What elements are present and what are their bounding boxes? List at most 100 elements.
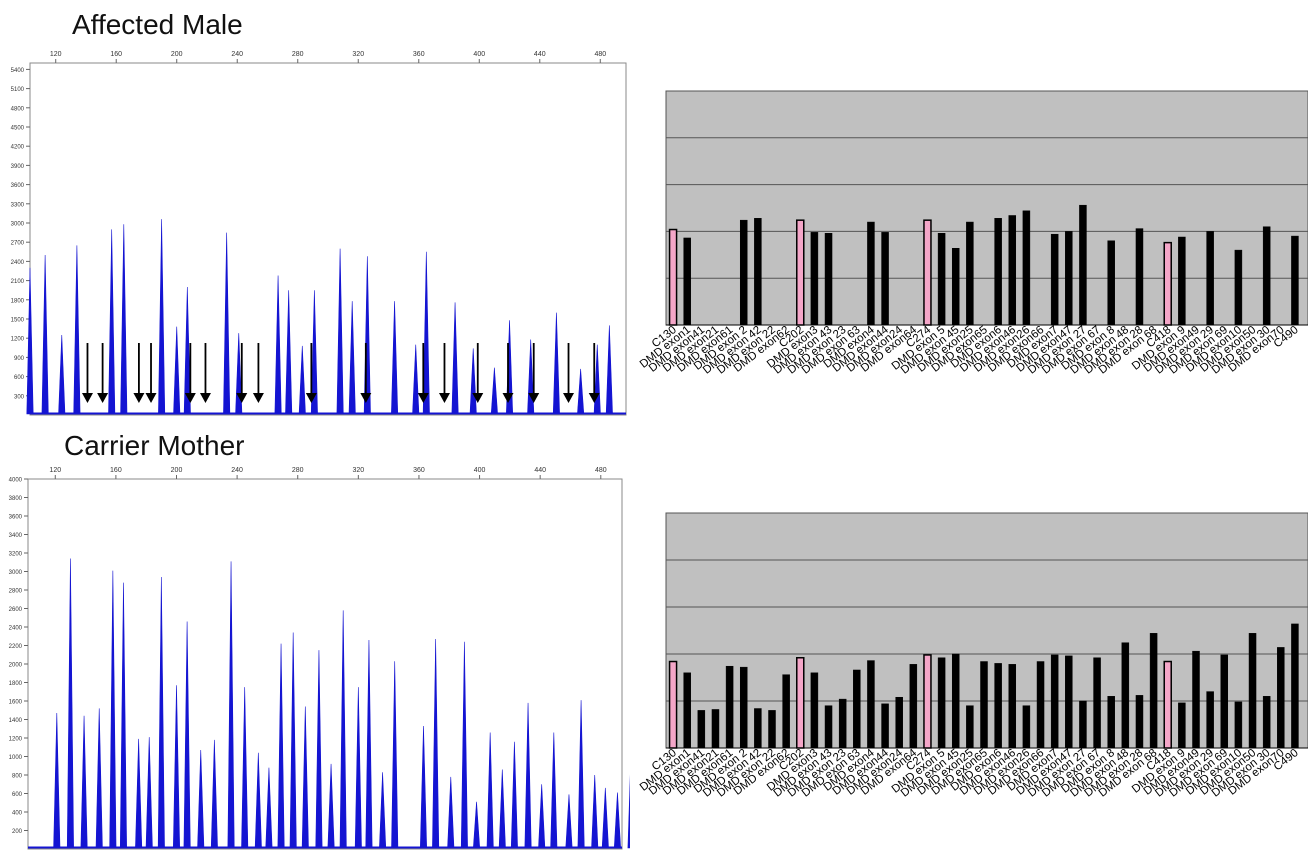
trace-peak: [552, 312, 560, 415]
trace-peak: [412, 344, 420, 415]
y-tick-label: 3300: [11, 202, 25, 208]
bar: [1022, 210, 1031, 326]
trace-peak: [365, 639, 373, 849]
x-tick-label: 480: [595, 467, 607, 474]
x-tick-label: 200: [171, 51, 183, 58]
control-bar: [796, 219, 805, 326]
trace-peak: [53, 713, 61, 849]
deletion-arrow-head: [502, 393, 514, 403]
bar: [1050, 233, 1059, 326]
bar: [1008, 215, 1017, 326]
y-tick-label: 3900: [11, 164, 25, 170]
x-tick-label: 320: [352, 51, 364, 58]
y-tick-label: 600: [14, 375, 25, 381]
x-tick-label: 160: [110, 467, 122, 474]
bar: [867, 221, 875, 326]
trace-peak: [627, 774, 630, 849]
y-tick-label: 800: [12, 774, 23, 780]
bar: [1065, 655, 1073, 749]
trace-peak: [538, 784, 546, 849]
trace-peak: [145, 737, 153, 849]
bar: [1135, 695, 1144, 749]
bar: [838, 698, 847, 749]
bar: [725, 665, 734, 749]
trace-peak: [613, 792, 621, 849]
bar: [966, 221, 974, 326]
bar: [980, 661, 988, 749]
bar: [881, 232, 889, 326]
y-tick-label: 400: [12, 811, 23, 817]
bar: [1107, 696, 1115, 749]
trace-peak: [58, 334, 66, 415]
trace-peak: [447, 776, 455, 849]
bar: [1178, 236, 1186, 326]
bar: [909, 664, 918, 749]
deletion-arrow-head: [252, 393, 264, 403]
carrier-mother-electropherogram: 120 160 200 240 280 320 360 400 440 480 200 400 600 8…: [9, 467, 630, 850]
y-tick-label: 3400: [9, 533, 23, 539]
plot-frame: [29, 62, 627, 416]
trace-peak: [285, 290, 293, 415]
trace-peak: [41, 254, 49, 415]
bar: [824, 233, 833, 326]
y-tick-label: 3600: [11, 183, 25, 189]
trace-peak: [577, 700, 585, 849]
y-tick-label: 1200: [9, 737, 23, 743]
deletion-arrow-head: [81, 393, 93, 403]
bar: [1234, 701, 1243, 749]
y-tick-label: 2400: [9, 626, 23, 632]
x-tick-label: 400: [473, 51, 485, 58]
trace-peak: [550, 732, 558, 849]
deletion-arrow-head: [236, 393, 248, 403]
trace-peak: [109, 570, 117, 849]
x-tick-label: 280: [292, 467, 304, 474]
x-tick-label: 440: [534, 51, 546, 58]
control-bar: [668, 660, 678, 749]
y-tick-label: 5400: [11, 68, 25, 74]
trace-peak: [601, 787, 609, 849]
y-tick-label: 900: [14, 356, 25, 362]
control-bar: [1163, 241, 1172, 326]
bar: [1192, 650, 1200, 749]
control-bar: [796, 657, 805, 749]
bar: [867, 660, 875, 749]
bar: [951, 653, 960, 749]
trace-peak: [391, 661, 399, 849]
deletion-arrow-head: [417, 393, 429, 403]
deletion-arrow-head: [184, 393, 196, 403]
trace-peak: [577, 368, 585, 415]
trace-peak: [460, 641, 468, 849]
x-tick-label: 480: [594, 51, 606, 58]
deletion-arrow-head: [199, 393, 211, 403]
trace-peak: [565, 794, 573, 849]
trace-peak: [80, 715, 88, 849]
deletion-arrow-head: [472, 393, 484, 403]
trace-peak: [183, 621, 191, 849]
bar: [951, 247, 960, 326]
bar: [810, 672, 819, 749]
y-tick-label: 3200: [9, 552, 23, 558]
bar: [711, 709, 720, 749]
x-tick-label: 360: [413, 51, 425, 58]
y-tick-label: 2800: [9, 589, 23, 595]
bar: [1291, 235, 1299, 326]
control-bar: [923, 219, 932, 326]
y-tick-label: 300: [14, 394, 25, 400]
trace-peak: [348, 301, 356, 415]
bar: [937, 657, 946, 749]
bar: [1262, 226, 1271, 326]
trace-peak: [95, 708, 103, 849]
trace-peak: [120, 224, 128, 415]
trace-peak: [66, 558, 74, 849]
deletion-arrow-head: [528, 393, 540, 403]
bar: [1135, 228, 1144, 326]
trace-peak: [157, 577, 165, 849]
bar: [937, 233, 946, 326]
x-tick-label: 320: [352, 467, 364, 474]
x-tick-label: 440: [534, 467, 546, 474]
trace-peak: [336, 248, 344, 415]
trace-peak: [274, 275, 282, 415]
trace-peak: [391, 301, 399, 415]
bar: [1065, 231, 1073, 326]
y-tick-label: 4800: [11, 106, 25, 112]
